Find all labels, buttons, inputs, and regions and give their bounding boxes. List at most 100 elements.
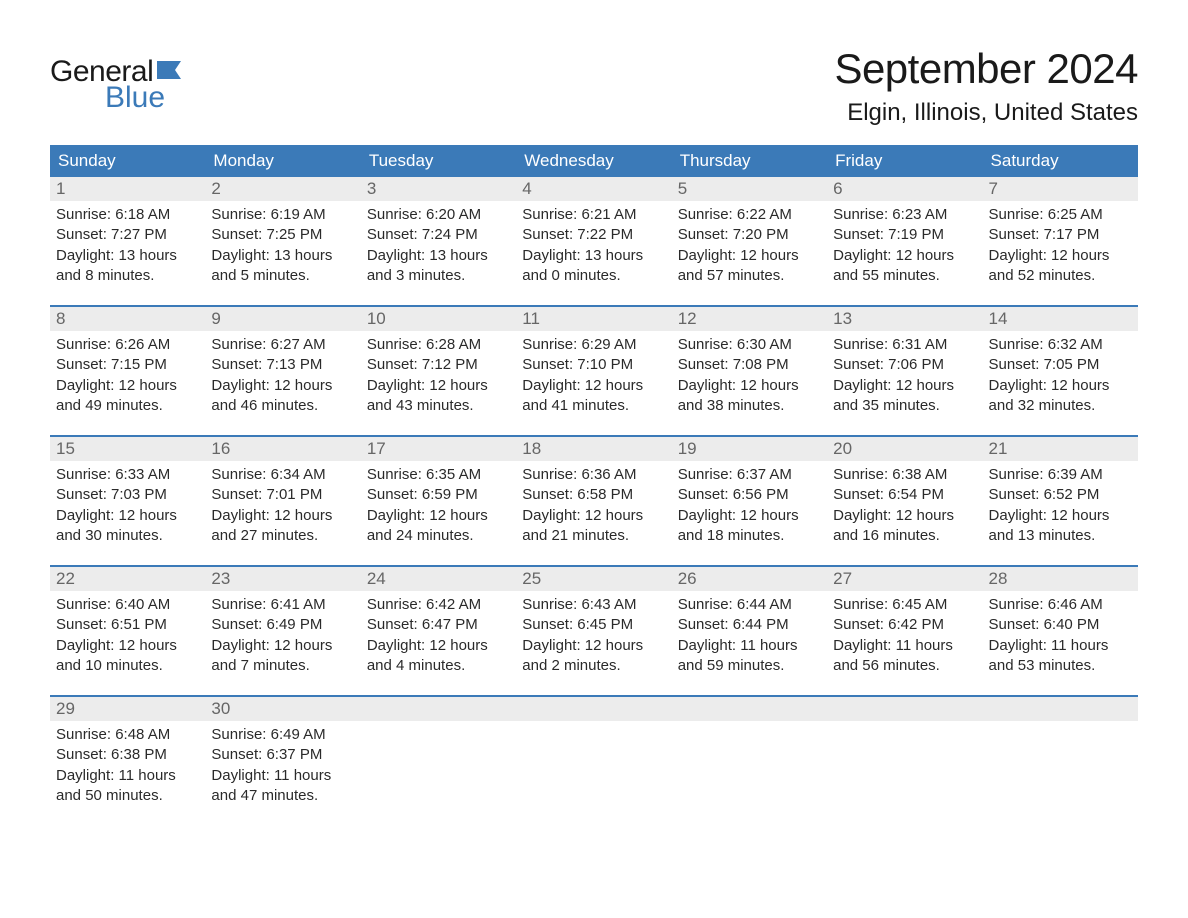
sunset-line: Sunset: 7:17 PM <box>989 225 1132 245</box>
sunset-line: Sunset: 6:49 PM <box>211 615 354 635</box>
day-number: 5 <box>672 177 827 201</box>
sunset-line: Sunset: 7:12 PM <box>367 355 510 375</box>
day-body: Sunrise: 6:46 AMSunset: 6:40 PMDaylight:… <box>983 591 1138 682</box>
day-cell: 23Sunrise: 6:41 AMSunset: 6:49 PMDayligh… <box>205 567 360 695</box>
day-cell-empty <box>983 697 1138 825</box>
day-body: Sunrise: 6:49 AMSunset: 6:37 PMDaylight:… <box>205 721 360 812</box>
day-cell: 21Sunrise: 6:39 AMSunset: 6:52 PMDayligh… <box>983 437 1138 565</box>
sunrise-line: Sunrise: 6:31 AM <box>833 335 976 355</box>
sunrise-line: Sunrise: 6:44 AM <box>678 595 821 615</box>
day-number: 18 <box>516 437 671 461</box>
day-body: Sunrise: 6:33 AMSunset: 7:03 PMDaylight:… <box>50 461 205 552</box>
day-number: 3 <box>361 177 516 201</box>
day-number <box>827 697 982 721</box>
sunrise-line: Sunrise: 6:18 AM <box>56 205 199 225</box>
day-number: 10 <box>361 307 516 331</box>
weekday-wednesday: Wednesday <box>516 145 671 177</box>
week-row: 22Sunrise: 6:40 AMSunset: 6:51 PMDayligh… <box>50 565 1138 695</box>
day-number: 23 <box>205 567 360 591</box>
weekday-monday: Monday <box>205 145 360 177</box>
sunrise-line: Sunrise: 6:36 AM <box>522 465 665 485</box>
day-number: 29 <box>50 697 205 721</box>
sunrise-line: Sunrise: 6:26 AM <box>56 335 199 355</box>
day-body: Sunrise: 6:21 AMSunset: 7:22 PMDaylight:… <box>516 201 671 292</box>
day-number: 30 <box>205 697 360 721</box>
day-body: Sunrise: 6:38 AMSunset: 6:54 PMDaylight:… <box>827 461 982 552</box>
day-body: Sunrise: 6:48 AMSunset: 6:38 PMDaylight:… <box>50 721 205 812</box>
day-body: Sunrise: 6:28 AMSunset: 7:12 PMDaylight:… <box>361 331 516 422</box>
day-cell: 19Sunrise: 6:37 AMSunset: 6:56 PMDayligh… <box>672 437 827 565</box>
day-cell-empty <box>672 697 827 825</box>
daylight-line: Daylight: 12 hours and 16 minutes. <box>833 506 976 547</box>
day-cell: 13Sunrise: 6:31 AMSunset: 7:06 PMDayligh… <box>827 307 982 435</box>
sunset-line: Sunset: 7:27 PM <box>56 225 199 245</box>
sunset-line: Sunset: 7:19 PM <box>833 225 976 245</box>
day-body: Sunrise: 6:44 AMSunset: 6:44 PMDaylight:… <box>672 591 827 682</box>
day-number: 25 <box>516 567 671 591</box>
sunrise-line: Sunrise: 6:37 AM <box>678 465 821 485</box>
day-number: 20 <box>827 437 982 461</box>
day-number <box>983 697 1138 721</box>
sunrise-line: Sunrise: 6:43 AM <box>522 595 665 615</box>
day-cell: 11Sunrise: 6:29 AMSunset: 7:10 PMDayligh… <box>516 307 671 435</box>
header: General Blue September 2024 Elgin, Illin… <box>50 45 1138 127</box>
day-cell: 15Sunrise: 6:33 AMSunset: 7:03 PMDayligh… <box>50 437 205 565</box>
day-cell: 4Sunrise: 6:21 AMSunset: 7:22 PMDaylight… <box>516 177 671 305</box>
sunset-line: Sunset: 6:56 PM <box>678 485 821 505</box>
daylight-line: Daylight: 12 hours and 7 minutes. <box>211 636 354 677</box>
day-body: Sunrise: 6:31 AMSunset: 7:06 PMDaylight:… <box>827 331 982 422</box>
daylight-line: Daylight: 11 hours and 56 minutes. <box>833 636 976 677</box>
day-cell: 24Sunrise: 6:42 AMSunset: 6:47 PMDayligh… <box>361 567 516 695</box>
day-number <box>672 697 827 721</box>
sunset-line: Sunset: 6:40 PM <box>989 615 1132 635</box>
sunrise-line: Sunrise: 6:45 AM <box>833 595 976 615</box>
sunset-line: Sunset: 6:54 PM <box>833 485 976 505</box>
day-number: 4 <box>516 177 671 201</box>
day-body: Sunrise: 6:40 AMSunset: 6:51 PMDaylight:… <box>50 591 205 682</box>
sunrise-line: Sunrise: 6:49 AM <box>211 725 354 745</box>
sunrise-line: Sunrise: 6:33 AM <box>56 465 199 485</box>
sunrise-line: Sunrise: 6:32 AM <box>989 335 1132 355</box>
calendar: SundayMondayTuesdayWednesdayThursdayFrid… <box>50 145 1138 825</box>
daylight-line: Daylight: 12 hours and 27 minutes. <box>211 506 354 547</box>
sunset-line: Sunset: 6:42 PM <box>833 615 976 635</box>
day-body: Sunrise: 6:19 AMSunset: 7:25 PMDaylight:… <box>205 201 360 292</box>
day-cell: 18Sunrise: 6:36 AMSunset: 6:58 PMDayligh… <box>516 437 671 565</box>
day-number <box>361 697 516 721</box>
day-cell-empty <box>361 697 516 825</box>
sunrise-line: Sunrise: 6:38 AM <box>833 465 976 485</box>
day-number: 13 <box>827 307 982 331</box>
day-body: Sunrise: 6:34 AMSunset: 7:01 PMDaylight:… <box>205 461 360 552</box>
day-cell: 25Sunrise: 6:43 AMSunset: 6:45 PMDayligh… <box>516 567 671 695</box>
daylight-line: Daylight: 12 hours and 43 minutes. <box>367 376 510 417</box>
day-number <box>516 697 671 721</box>
sunset-line: Sunset: 7:15 PM <box>56 355 199 375</box>
day-cell: 17Sunrise: 6:35 AMSunset: 6:59 PMDayligh… <box>361 437 516 565</box>
daylight-line: Daylight: 13 hours and 0 minutes. <box>522 246 665 287</box>
weekday-sunday: Sunday <box>50 145 205 177</box>
day-number: 14 <box>983 307 1138 331</box>
day-body: Sunrise: 6:20 AMSunset: 7:24 PMDaylight:… <box>361 201 516 292</box>
day-cell: 28Sunrise: 6:46 AMSunset: 6:40 PMDayligh… <box>983 567 1138 695</box>
daylight-line: Daylight: 12 hours and 18 minutes. <box>678 506 821 547</box>
daylight-line: Daylight: 11 hours and 50 minutes. <box>56 766 199 807</box>
daylight-line: Daylight: 12 hours and 24 minutes. <box>367 506 510 547</box>
day-number: 12 <box>672 307 827 331</box>
sunset-line: Sunset: 6:44 PM <box>678 615 821 635</box>
sunset-line: Sunset: 6:38 PM <box>56 745 199 765</box>
sunrise-line: Sunrise: 6:25 AM <box>989 205 1132 225</box>
day-cell: 12Sunrise: 6:30 AMSunset: 7:08 PMDayligh… <box>672 307 827 435</box>
daylight-line: Daylight: 13 hours and 5 minutes. <box>211 246 354 287</box>
daylight-line: Daylight: 12 hours and 4 minutes. <box>367 636 510 677</box>
daylight-line: Daylight: 12 hours and 2 minutes. <box>522 636 665 677</box>
sunset-line: Sunset: 6:59 PM <box>367 485 510 505</box>
sunset-line: Sunset: 6:51 PM <box>56 615 199 635</box>
daylight-line: Daylight: 12 hours and 46 minutes. <box>211 376 354 417</box>
day-cell: 16Sunrise: 6:34 AMSunset: 7:01 PMDayligh… <box>205 437 360 565</box>
sunrise-line: Sunrise: 6:28 AM <box>367 335 510 355</box>
sunrise-line: Sunrise: 6:19 AM <box>211 205 354 225</box>
weekday-tuesday: Tuesday <box>361 145 516 177</box>
day-cell: 30Sunrise: 6:49 AMSunset: 6:37 PMDayligh… <box>205 697 360 825</box>
daylight-line: Daylight: 12 hours and 10 minutes. <box>56 636 199 677</box>
week-row: 8Sunrise: 6:26 AMSunset: 7:15 PMDaylight… <box>50 305 1138 435</box>
